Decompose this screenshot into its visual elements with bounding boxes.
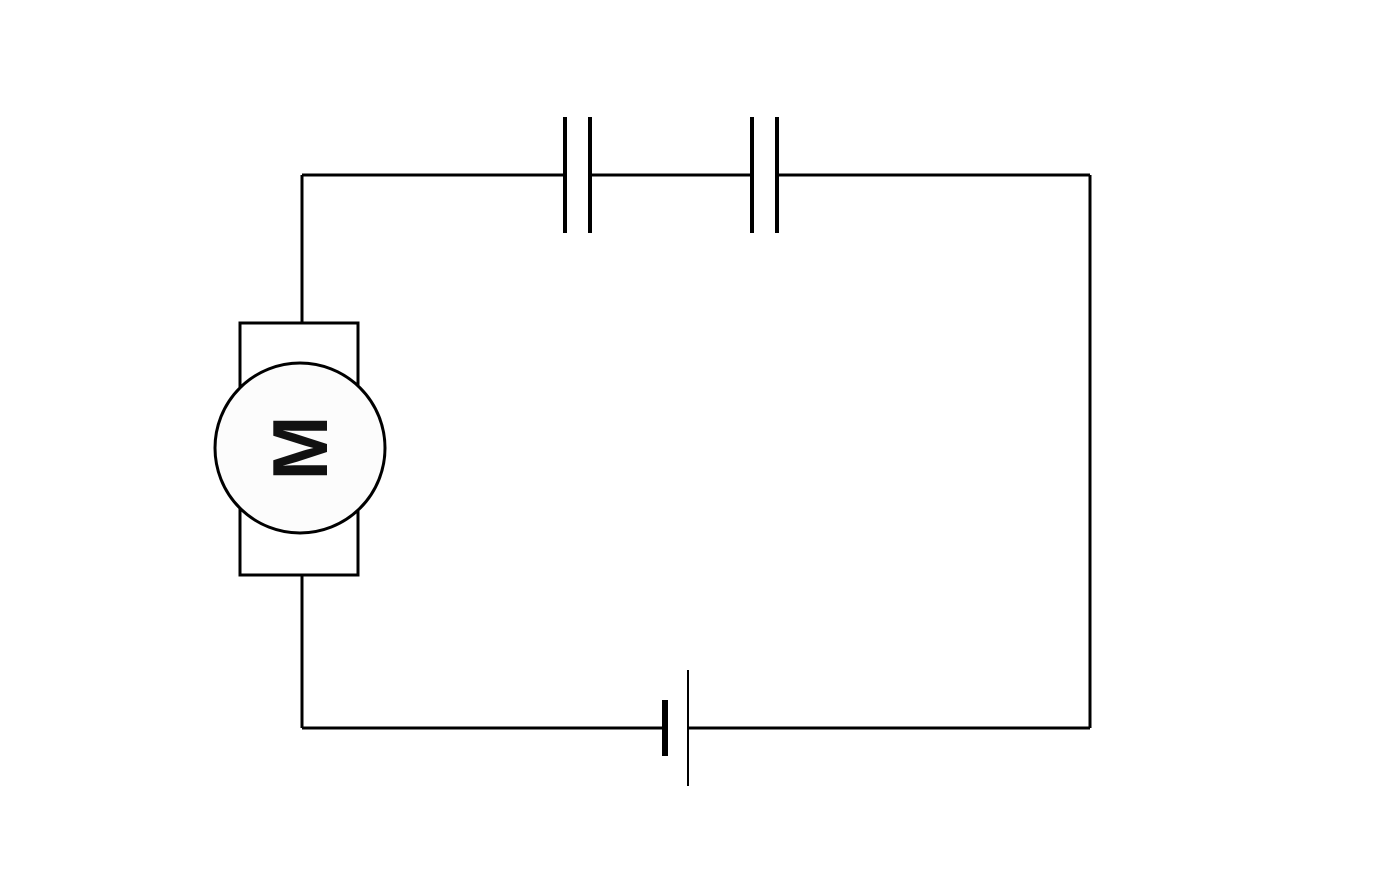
motor-label: M — [256, 416, 344, 481]
circuit-diagram: M — [0, 0, 1400, 875]
